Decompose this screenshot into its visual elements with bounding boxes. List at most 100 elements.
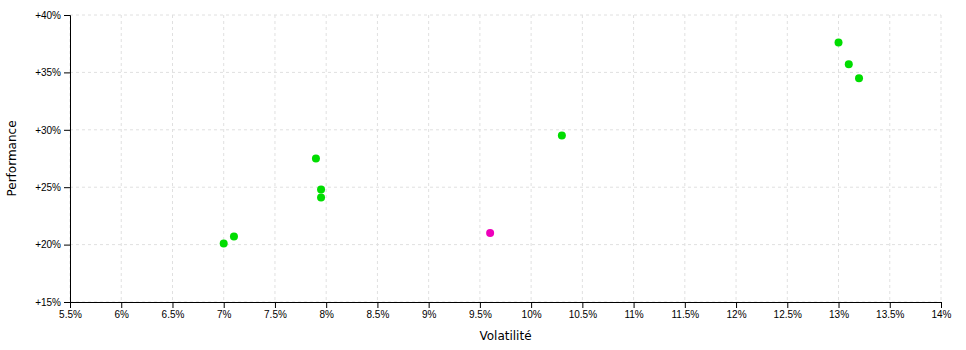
tick: 6% — [115, 302, 130, 320]
grid-line — [684, 15, 685, 302]
grid-line — [479, 15, 480, 302]
point — [317, 185, 325, 193]
tick-mark — [172, 302, 173, 308]
point — [558, 132, 566, 140]
tick: 7.5% — [264, 302, 287, 320]
grid-line — [736, 15, 737, 302]
tick-mark — [839, 302, 840, 308]
tick-label: +35% — [35, 67, 61, 78]
grid-line — [274, 15, 275, 302]
tick: 8% — [319, 302, 334, 320]
point — [486, 229, 494, 237]
grid-line — [377, 15, 378, 302]
tick-label: 9.5% — [469, 309, 492, 320]
tick: 13.5% — [876, 302, 904, 320]
plot: 5.5% 6% 6.5% 7% 7.5% 8% 8.5% 9% 9.5% 10% 10.5% 11% 1… — [35, 10, 951, 320]
tick-label: 13% — [829, 309, 849, 320]
point — [845, 60, 853, 68]
tick-label: 6.5% — [162, 309, 185, 320]
tick-label: +20% — [35, 239, 61, 250]
marks — [220, 39, 863, 248]
tick-label: 10.5% — [569, 309, 597, 320]
y-axis: +15% +20% +25% +30% +35% +40% — [35, 10, 70, 308]
point — [312, 155, 320, 163]
point — [230, 233, 238, 241]
tick: 9.5% — [469, 302, 492, 320]
series — [486, 229, 494, 237]
tick: +25% — [35, 182, 70, 193]
tick-mark — [377, 302, 378, 308]
grid-line — [889, 15, 890, 302]
tick: 7% — [217, 302, 232, 320]
grid-line — [531, 15, 532, 302]
tick-label: 14% — [931, 309, 951, 320]
tick-label: 5.5% — [59, 309, 82, 320]
tick: 9% — [422, 302, 437, 320]
tick: 5.5% — [59, 302, 82, 320]
tick-label: +30% — [35, 125, 61, 136]
grid-line — [941, 15, 942, 302]
tick: 12% — [727, 302, 747, 320]
tick-label: 9% — [422, 309, 437, 320]
point — [855, 74, 863, 82]
grid-line — [787, 15, 788, 302]
grid-line — [633, 15, 634, 302]
tick-label: 12% — [727, 309, 747, 320]
tick: 10.5% — [569, 302, 597, 320]
tick-mark — [787, 302, 788, 308]
tick-mark — [634, 302, 635, 308]
chart: 5.5% 6% 6.5% 7% 7.5% 8% 8.5% 9% 9.5% 10% 10.5% 11% 1… — [0, 0, 966, 350]
tick-label: 8.5% — [367, 309, 390, 320]
tick-mark — [736, 302, 737, 308]
grid-line — [172, 15, 173, 302]
tick: +20% — [35, 239, 70, 250]
tick-label: 11.5% — [672, 309, 700, 320]
grid-line — [70, 129, 941, 130]
tick-label: 6% — [115, 309, 130, 320]
tick-label: 12.5% — [774, 309, 802, 320]
tick: 8.5% — [367, 302, 390, 320]
tick-label: 8% — [319, 309, 334, 320]
series — [220, 39, 863, 248]
tick-mark — [890, 302, 891, 308]
point — [220, 239, 228, 247]
grid-line — [70, 187, 941, 188]
tick-mark — [326, 302, 327, 308]
grid-line — [223, 15, 224, 302]
tick-mark — [582, 302, 583, 308]
grid-line — [582, 15, 583, 302]
tick-mark — [64, 72, 70, 73]
tick-mark — [64, 187, 70, 188]
point — [835, 39, 843, 47]
grid-line — [70, 72, 941, 73]
tick-mark — [941, 302, 942, 308]
tick-label: 13.5% — [876, 309, 904, 320]
tick-mark — [121, 302, 122, 308]
tick-mark — [64, 302, 70, 303]
tick: 14% — [931, 302, 951, 320]
grid-line — [70, 15, 941, 16]
tick: 11.5% — [672, 302, 700, 320]
tick: +35% — [35, 67, 70, 78]
point — [317, 194, 325, 202]
tick-label: +40% — [35, 10, 61, 21]
grid-line — [70, 244, 941, 245]
tick: +15% — [35, 297, 70, 308]
tick-mark — [531, 302, 532, 308]
tick-mark — [224, 302, 225, 308]
tick: 12.5% — [774, 302, 802, 320]
grid-line — [326, 15, 327, 302]
tick-mark — [685, 302, 686, 308]
x-axis-title: Volatilité — [479, 329, 531, 343]
x-axis: 5.5% 6% 6.5% 7% 7.5% 8% 8.5% 9% 9.5% 10% 10.5% 11% 1… — [59, 302, 952, 320]
tick: +30% — [35, 125, 70, 136]
tick-label: +25% — [35, 182, 61, 193]
tick: 13% — [829, 302, 849, 320]
tick: 10% — [522, 302, 542, 320]
tick-mark — [275, 302, 276, 308]
grid-line — [838, 15, 839, 302]
tick: +40% — [35, 10, 70, 21]
tick-label: +15% — [35, 297, 61, 308]
y-axis-title: Performance — [5, 120, 19, 196]
tick-label: 11% — [624, 309, 643, 320]
